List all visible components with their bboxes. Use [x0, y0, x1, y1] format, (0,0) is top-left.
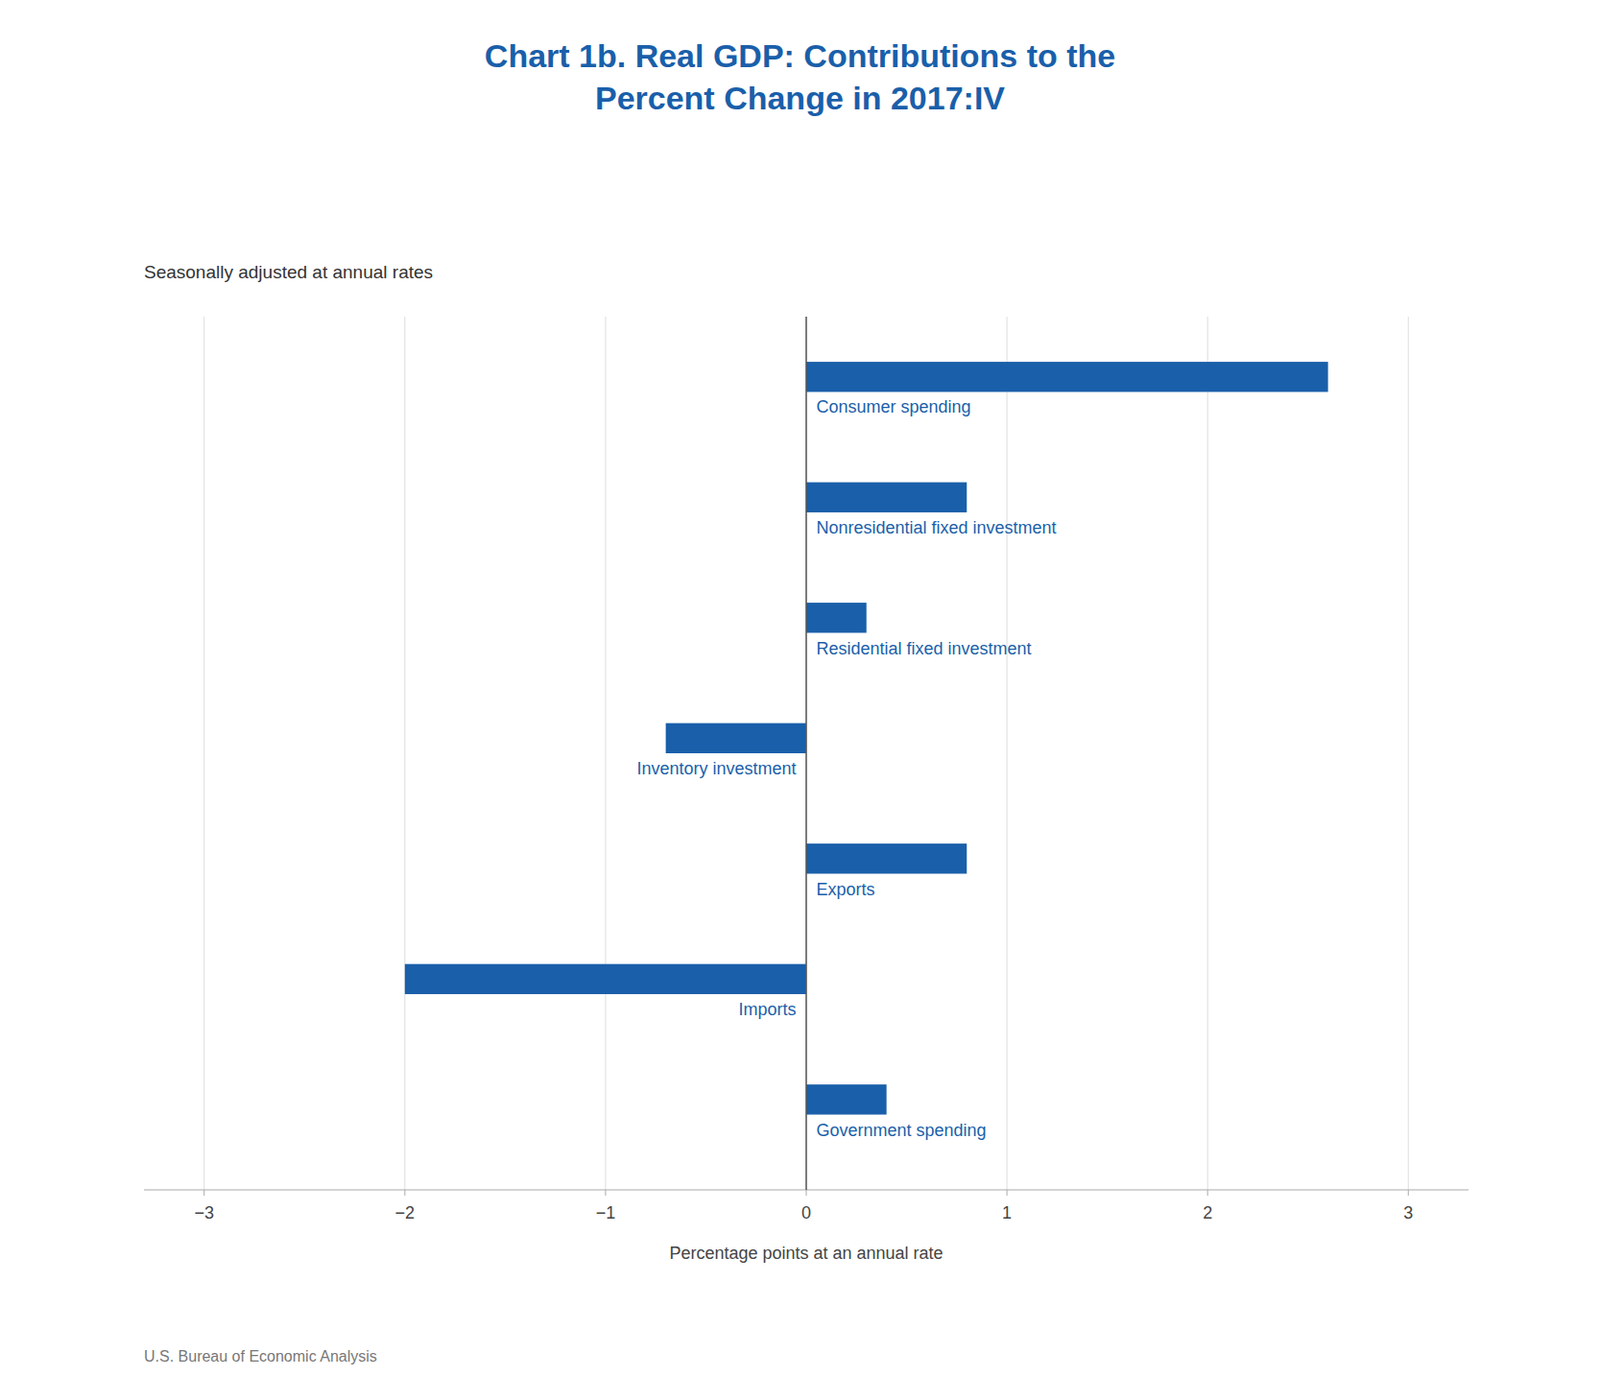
chart-container: Chart 1b. Real GDP: Contributions to the…: [0, 0, 1600, 1400]
category-label: Inventory investment: [636, 759, 796, 779]
title: Chart 1b. Real GDP: Contributions to the…: [484, 37, 1116, 117]
category-label: Consumer spending: [815, 397, 971, 417]
category-label: Residential fixed investment: [815, 639, 1031, 659]
footer: U.S. Bureau of Economic Analysis: [143, 1348, 378, 1365]
grid-line: [203, 316, 205, 1191]
x-ticks: −3 −2 −1 0 1 2 3: [193, 1190, 1413, 1223]
grid: [204, 316, 1409, 1191]
tick-mark: [806, 1190, 808, 1196]
category-labels: Government spending Imports Exports Invento…: [636, 397, 1056, 1140]
background: [0, 0, 1600, 1400]
tick-label: 1: [1002, 1203, 1012, 1223]
tick-label: −3: [193, 1203, 215, 1223]
x-axis-label: Percentage points at an annual rate: [668, 1243, 943, 1264]
title-line: Chart 1b. Real GDP: Contributions to the: [484, 37, 1116, 74]
tick-mark: [1207, 1190, 1209, 1196]
tick-mark: [604, 1190, 606, 1196]
grid-line: [1006, 316, 1008, 1191]
grid-line: [1207, 316, 1209, 1191]
bar: [806, 1084, 887, 1115]
bars: [405, 361, 1329, 1115]
tick-label: −2: [395, 1203, 416, 1223]
grid-line: [1408, 316, 1409, 1191]
tick-mark: [203, 1190, 205, 1196]
category-label: Nonresidential fixed investment: [815, 518, 1056, 538]
tick-mark: [404, 1190, 406, 1196]
tick-mark: [1408, 1190, 1409, 1196]
bar: [806, 482, 967, 513]
tick-label: 2: [1202, 1203, 1213, 1223]
subtitle: Seasonally adjusted at annual rates: [143, 262, 433, 283]
tick-mark: [1006, 1190, 1008, 1196]
grid-line: [806, 316, 808, 1191]
category-label: Exports: [815, 880, 875, 900]
title-line: Percent Change in 2017:IV: [595, 79, 1005, 117]
bar: [405, 964, 807, 995]
bar: [806, 602, 867, 633]
category-label: Imports: [739, 1000, 797, 1020]
tick-label: −1: [596, 1203, 617, 1223]
tick-label: 3: [1403, 1203, 1413, 1223]
grid-line: [604, 316, 606, 1191]
tick-label: 0: [801, 1203, 812, 1223]
bar: [666, 723, 807, 754]
zero-line: [805, 316, 808, 1191]
grid-line: [404, 316, 406, 1191]
bar: [806, 843, 967, 874]
chart-svg: Chart 1b. Real GDP: Contributions to the…: [0, 0, 1600, 1400]
bar: [806, 361, 1329, 392]
category-label: Government spending: [815, 1121, 986, 1141]
